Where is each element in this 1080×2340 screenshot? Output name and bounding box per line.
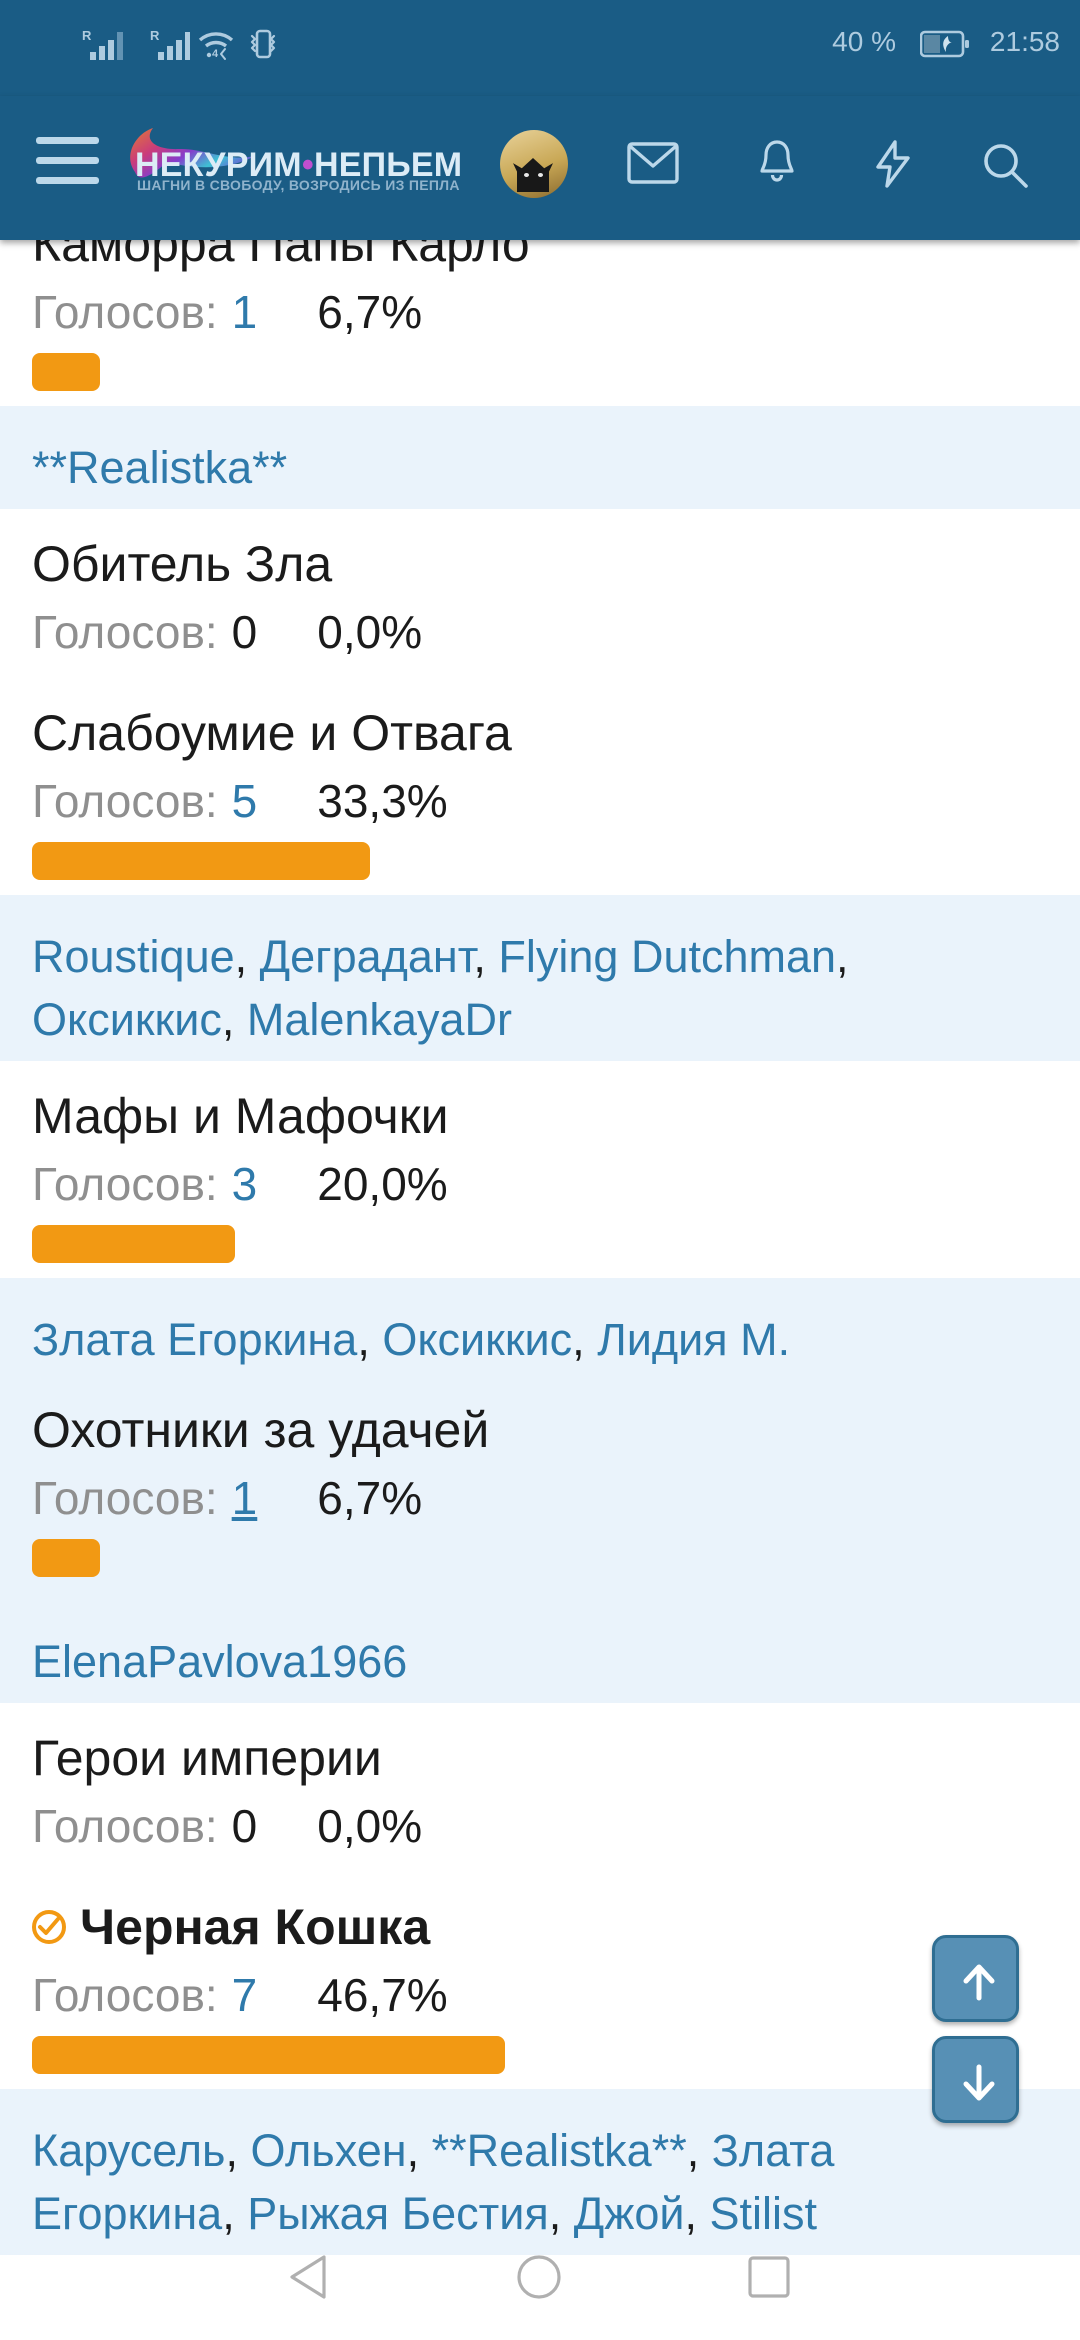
svg-text:4: 4 [212, 48, 219, 60]
